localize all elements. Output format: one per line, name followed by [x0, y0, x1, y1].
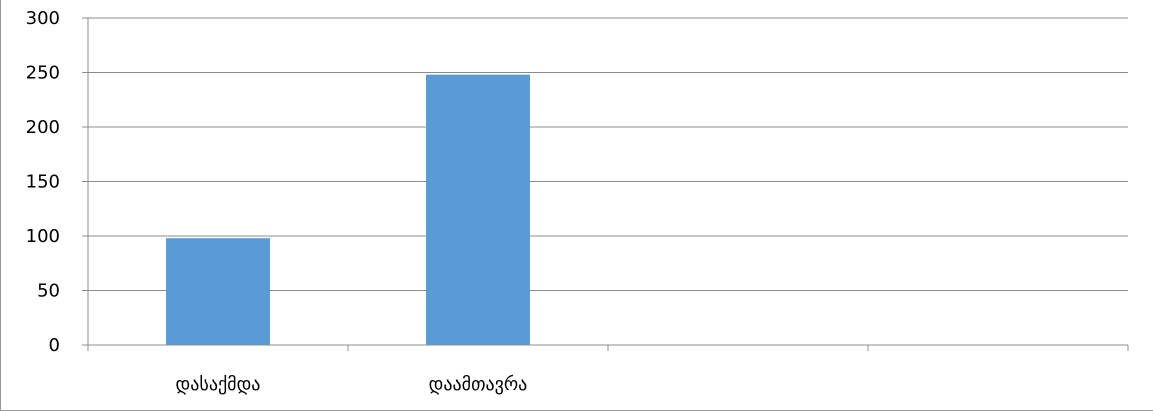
- y-tick-label: 0: [49, 335, 60, 356]
- x-category-label: დაამთავრა: [429, 374, 528, 395]
- bar: [426, 74, 530, 346]
- axes: [82, 17, 1129, 351]
- y-tick-label: 300: [26, 8, 60, 29]
- labels: 0 50 100 150 200 250 300 დასაქმდა დაამთავრა: [26, 8, 528, 395]
- y-tick-label: 100: [26, 226, 60, 247]
- x-category-label: დასაქმდა: [176, 374, 261, 395]
- y-tick-label: 200: [26, 117, 60, 138]
- y-tick-label: 150: [26, 172, 60, 193]
- bar: [166, 238, 270, 345]
- y-tick-label: 50: [37, 281, 60, 302]
- gridlines: [88, 17, 1128, 291]
- bars: [166, 74, 530, 346]
- y-tick-label: 250: [26, 63, 60, 84]
